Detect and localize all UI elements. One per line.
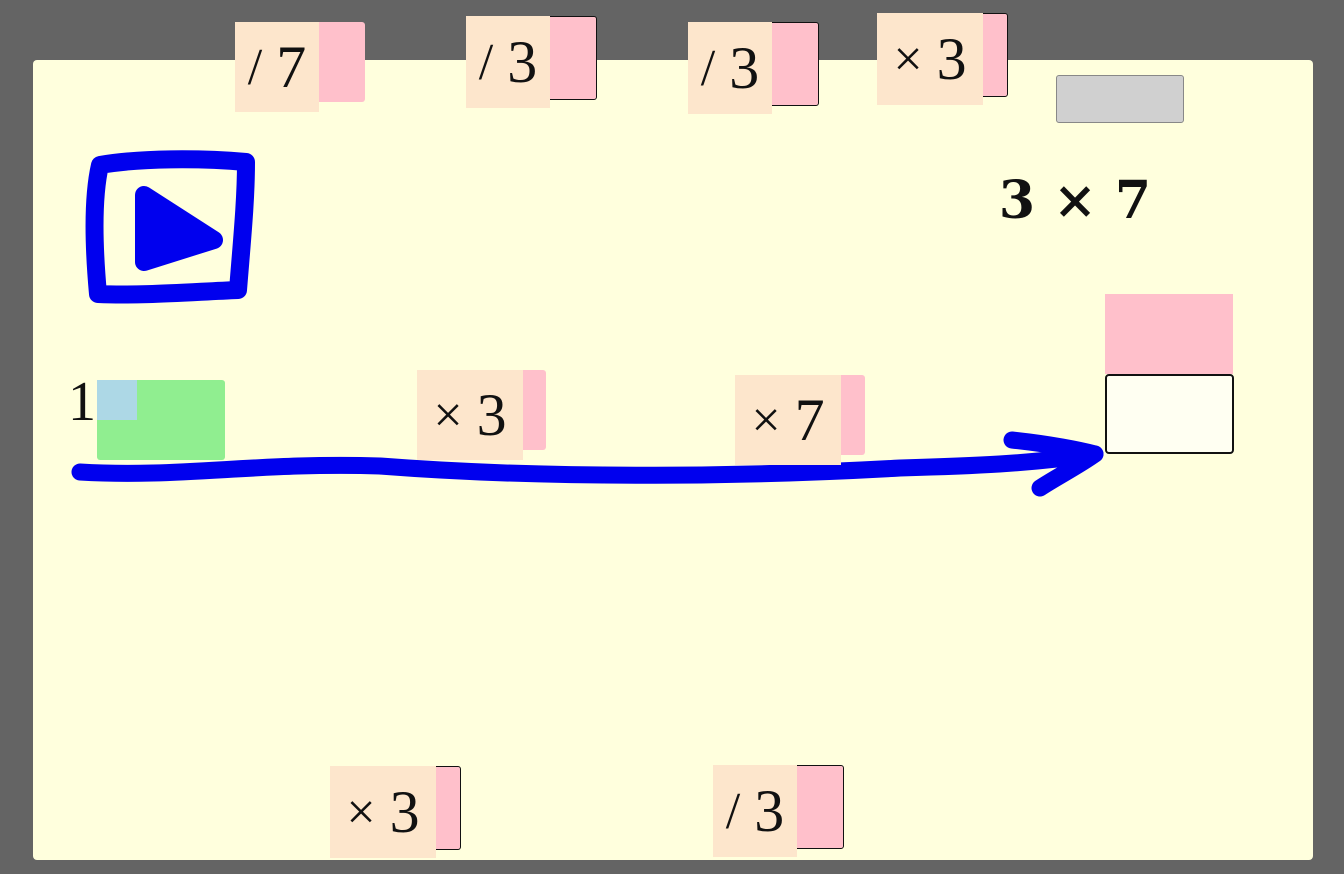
chain-arrow [71,445,1104,484]
start-slot-marker [97,380,137,420]
palette-card-divide-3-b[interactable]: /3 [688,22,819,114]
palette-card-divide-7[interactable]: /7 [235,22,365,112]
palette-card-times-3[interactable]: × 3 [877,13,1008,105]
card-face: /3 [466,16,550,108]
chain-card-times-3[interactable]: × 3 [417,370,546,460]
card-face: × 3 [330,766,436,858]
bottom-card-divide-3[interactable]: /3 [713,765,844,857]
palette-card-divide-3-a[interactable]: /3 [466,16,597,108]
card-face: /3 [688,22,772,114]
chain-arrow-head [1003,431,1104,497]
bottom-card-times-3[interactable]: × 3 [330,766,461,858]
card-face: /3 [713,765,797,857]
grey-button[interactable] [1056,75,1184,123]
chain-card-times-7[interactable]: × 7 [735,375,865,465]
start-value: 1 [68,371,96,433]
answer-slot[interactable] [1105,374,1234,454]
target-expression: 3 × 7 [998,169,1152,231]
card-face: × 7 [735,375,841,465]
card-face: × 3 [877,13,983,105]
play-icon[interactable] [85,150,255,304]
card-face: /7 [235,22,319,112]
card-face: × 3 [417,370,523,460]
answer-tab [1105,294,1233,374]
